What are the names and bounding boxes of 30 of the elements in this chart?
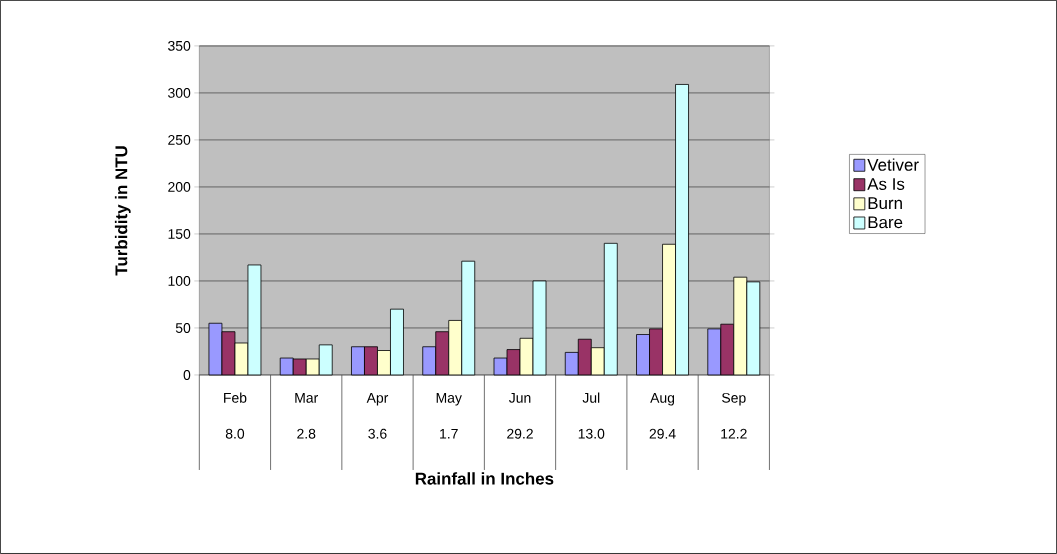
legend-label: Burn <box>868 197 902 210</box>
y-axis-title: Turbidity in NTU <box>114 146 131 276</box>
text: 1.7 <box>440 429 458 439</box>
x-tick-label: May <box>436 393 462 406</box>
text: 8.0 <box>225 428 245 439</box>
x-tick-label: Sep <box>722 392 746 406</box>
y-tick-label: 50 <box>175 323 191 333</box>
x-tick-label: Mar <box>295 393 318 403</box>
legend-label: As Is <box>867 178 905 191</box>
y-tick-label: 250 <box>168 135 191 145</box>
y-tick-label: 150 <box>168 229 191 239</box>
y-tick-label: 300 <box>168 88 191 98</box>
text: 3.6 <box>368 428 387 439</box>
y-tick-label: 0 <box>183 370 191 380</box>
y-tick-label: 100 <box>168 276 191 286</box>
x-tick-label: Feb <box>224 392 247 403</box>
legend-label: Vetiver <box>867 158 919 171</box>
y-tick-label: 350 <box>168 41 191 51</box>
text: 29.4 <box>649 428 676 439</box>
text: 13.0 <box>578 428 605 439</box>
x-tick-label: Jul <box>582 392 600 403</box>
legend-label: Bare <box>868 216 903 229</box>
text: 12.2 <box>721 428 747 439</box>
x-tick-label: Apr <box>366 393 389 406</box>
x-tick-label: Aug <box>650 393 675 406</box>
y-tick-label: 200 <box>168 182 191 192</box>
x-axis-title: Rainfall in Inches <box>415 472 554 485</box>
text: 29.2 <box>507 428 533 439</box>
x-tick-label: Jun <box>508 393 531 403</box>
text: 2.8 <box>297 428 316 439</box>
